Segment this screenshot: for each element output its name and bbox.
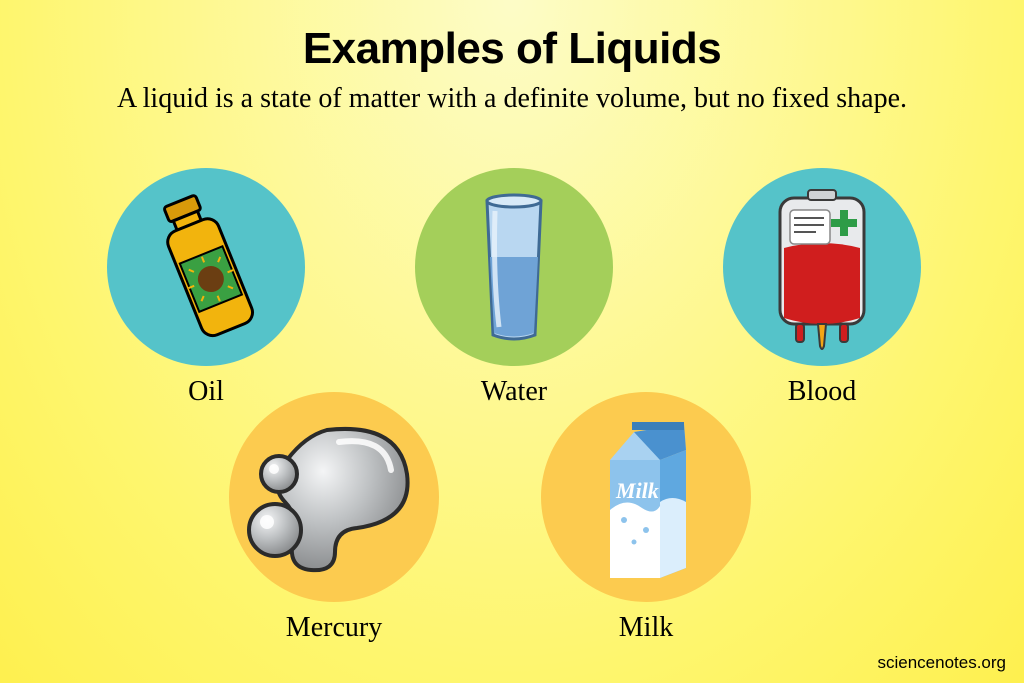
item-mercury: Mercury [224, 392, 444, 644]
item-blood: Blood [712, 168, 932, 408]
item-water: Water [404, 168, 624, 408]
attribution: sciencenotes.org [877, 653, 1006, 673]
milk-label: Milk [536, 612, 756, 644]
milk-circle: Milk [541, 392, 751, 602]
mercury-blobs-icon [239, 412, 429, 582]
water-circle [415, 168, 613, 366]
mercury-label: Mercury [224, 612, 444, 644]
water-glass-icon [459, 187, 569, 347]
oil-bottle-icon [131, 182, 281, 352]
oil-circle [107, 168, 305, 366]
item-milk: Milk Milk [536, 392, 756, 644]
infographic-stage: Oil Water [0, 0, 1024, 683]
mercury-circle [229, 392, 439, 602]
blood-circle [723, 168, 921, 366]
item-oil: Oil [96, 168, 316, 408]
blood-bag-icon [752, 180, 892, 355]
milk-text: Milk [615, 478, 659, 503]
milk-carton-icon: Milk [576, 402, 716, 592]
